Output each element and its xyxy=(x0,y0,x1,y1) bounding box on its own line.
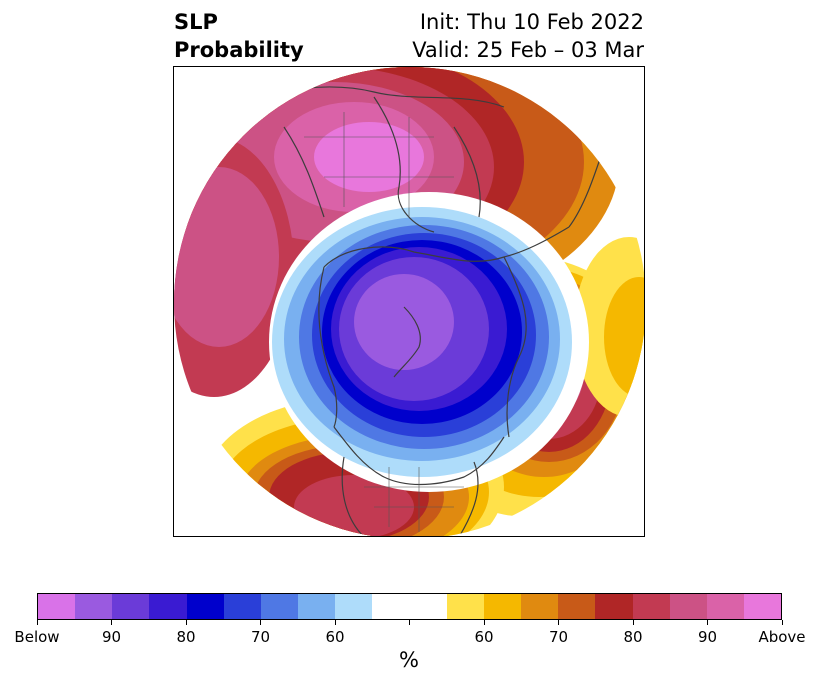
borders xyxy=(304,112,464,532)
colorbar-tick-label: 80 xyxy=(176,628,196,646)
colorbar-tick xyxy=(483,620,485,625)
below-region-arctic xyxy=(269,192,589,492)
colorbar-tick xyxy=(185,620,187,625)
colorbar-tick xyxy=(409,620,410,625)
above-region-east xyxy=(574,237,644,417)
colorbar-tick-label: 70 xyxy=(548,628,569,646)
title-line-probability: Probability xyxy=(174,38,304,62)
colorbar-tick xyxy=(260,620,261,625)
map-title: SLP Probability xyxy=(174,8,304,64)
colorbar-segment xyxy=(521,594,559,619)
colorbar-tick-label: 60 xyxy=(325,628,345,646)
colorbar-segment xyxy=(149,594,187,619)
probability-shading xyxy=(174,67,644,536)
colorbar-segment xyxy=(743,594,782,619)
colorbar-segment xyxy=(112,594,150,619)
colorbar-segment xyxy=(186,594,224,619)
colorbar-segment xyxy=(483,594,522,619)
colorbar xyxy=(37,593,782,620)
colorbar-segment xyxy=(595,594,633,619)
colorbar-tick xyxy=(36,620,38,625)
colorbar-segment xyxy=(75,594,113,619)
colorbar-tick xyxy=(558,620,559,625)
colorbar-segment xyxy=(669,594,707,619)
valid-range: Valid: 25 Feb – 03 Mar xyxy=(412,38,644,62)
colorbar-segment xyxy=(706,594,744,619)
colorbar-segment xyxy=(260,594,299,619)
colorbar-segment xyxy=(558,594,596,619)
forecast-dates: Init: Thu 10 Feb 2022 Valid: 25 Feb – 03… xyxy=(412,8,644,64)
colorbar-segment xyxy=(298,594,336,619)
colorbar-segment xyxy=(632,594,670,619)
colorbar-segment xyxy=(446,594,484,619)
colorbar-tick-label: Above xyxy=(758,628,806,646)
colorbar-tick-label: 80 xyxy=(623,628,643,646)
colorbar-segment xyxy=(372,594,410,619)
colorbar-tick xyxy=(334,620,336,625)
probability-map xyxy=(173,66,645,537)
map-canvas xyxy=(174,67,644,536)
colorbar-tick-label: 70 xyxy=(250,628,271,646)
colorbar-tick xyxy=(781,620,783,625)
colorbar-tick xyxy=(707,620,708,625)
colorbar-segment xyxy=(223,594,261,619)
colorbar-tick-label: 60 xyxy=(474,628,494,646)
colorbar-tick xyxy=(111,620,112,625)
colorbar-segment xyxy=(335,594,373,619)
title-line-variable: SLP xyxy=(174,10,218,34)
colorbar-unit: % xyxy=(399,648,419,672)
colorbar-segment xyxy=(409,594,447,619)
colorbar-tick-label: 90 xyxy=(101,628,122,646)
colorbar-segment xyxy=(38,594,76,619)
colorbar-tick xyxy=(632,620,634,625)
init-date: Init: Thu 10 Feb 2022 xyxy=(419,10,644,34)
colorbar-tick-label: 90 xyxy=(697,628,718,646)
colorbar-tick-label: Below xyxy=(14,628,60,646)
